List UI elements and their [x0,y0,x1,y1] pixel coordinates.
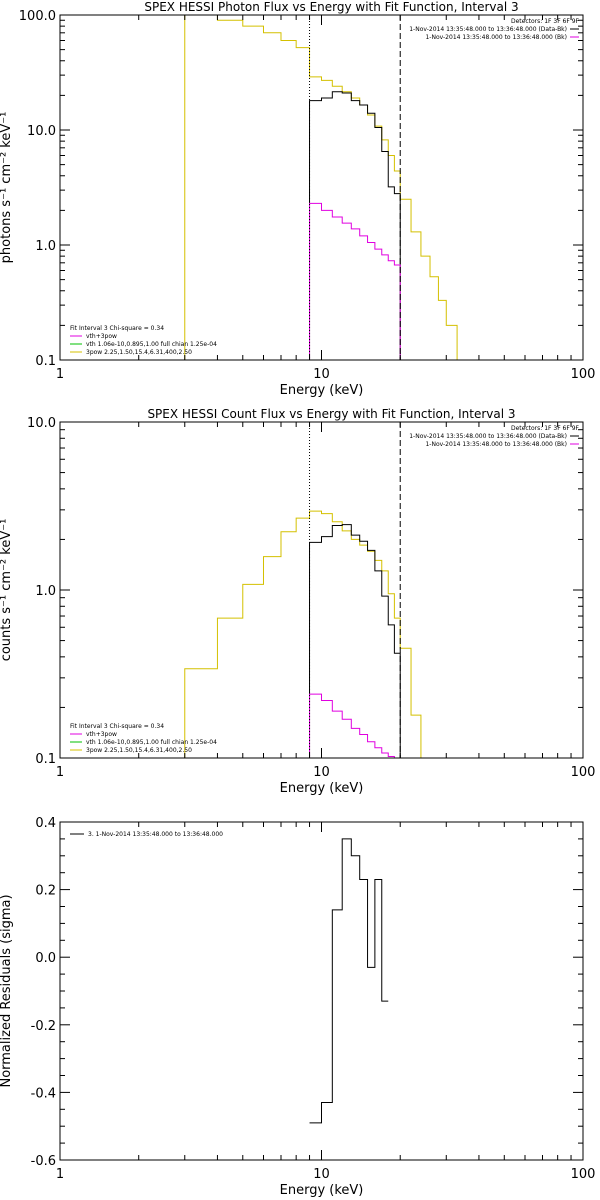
series-line-3 [309,693,401,758]
series-line-1 [309,838,389,1124]
plot-frame [59,14,584,361]
y-tick-label: 0.1 [35,354,56,369]
y-tick-label: 0.0 [35,951,56,966]
legend-entry: 1-Nov-2014 13:35:48.000 to 13:36:48.000 … [409,433,567,440]
x-tick-label: 10 [313,1167,330,1182]
series-line-3 [309,202,401,360]
legend-detectors: Detectors: 1F 3F 6F 9F [511,425,580,432]
x-tick-label: 100 [571,367,596,382]
y-tick-label: 10.0 [27,124,56,139]
x-tick-label: 10 [313,765,330,780]
legend-entry: 1-Nov-2014 13:35:48.000 to 13:36:48.000 … [409,26,567,33]
chart-panel-3: 1 10 100 -0.6 -0.4 -0.2 0.0 0.2 0.4 Energy (keV) N… [0,816,595,1198]
y-tick-label: 100.0 [19,9,56,24]
fit-legend-entry: vth 1.06e-10,0.895,1.00 full chian 1.25e… [86,739,217,746]
x-tick-label: 1 [56,1167,64,1182]
fit-legend-entry: vth 1.06e-10,0.895,1.00 full chian 1.25e… [86,341,217,348]
y-tick-label: -0.6 [31,1154,56,1169]
fit-legend-entry: 3pow 2.25,1.50,15.4,6.31,400,2.50 [86,747,192,754]
x-tick-label: 1 [56,765,64,780]
fit-legend-entry: Fit Interval 3 Chi-square = 0.34 [70,723,164,730]
y-axis-label: Normalized Residuals (sigma) [0,894,14,1087]
y-tick-label: 0.1 [35,752,56,767]
x-tick-label: 100 [571,765,596,780]
chart-title: SPEX HESSI Photon Flux vs Energy with Fi… [144,0,518,14]
y-tick-label: 1.0 [35,584,56,599]
y-tick-label: 0.2 [35,884,56,899]
legend-entry: 1-Nov-2014 13:35:48.000 to 13:36:48.000 … [425,34,567,41]
series-line-2 [309,91,401,360]
series-line-1 [184,15,458,360]
x-tick-label: 10 [313,367,330,382]
y-tick-label: 0.4 [35,816,56,831]
fit-legend-entry: vth+3pow [86,333,117,340]
y-tick-label: -0.4 [31,1086,56,1101]
plot-frame [59,421,584,759]
y-axis-label: counts s⁻¹ cm⁻² keV⁻¹ [0,519,14,662]
chart-title: SPEX HESSI Count Flux vs Energy with Fit… [147,407,515,421]
chart-panel-1: 1 10 100 0.1 1.0 10.0 100.0 SPEX HESSI Photon F… [0,0,595,398]
x-axis-label: Energy (keV) [280,781,364,796]
x-tick-label: 100 [571,1167,596,1182]
series-line-1 [184,510,422,758]
y-tick-label: 10.0 [27,416,56,431]
x-axis-label: Energy (keV) [280,1183,364,1198]
y-tick-label: -0.2 [31,1019,56,1034]
x-tick-label: 1 [56,367,64,382]
fit-legend-entry: 3pow 2.25,1.50,15.4,6.31,400,2.50 [86,349,192,356]
x-axis-label: Energy (keV) [280,383,364,398]
legend-entry: 3. 1-Nov-2014 13:35:48.000 to 13:36:48.0… [88,831,223,838]
chart-panel-2: 1 10 100 0.1 1.0 10.0 SPEX HESSI Count Flux vs… [0,407,595,796]
legend-entry: 1-Nov-2014 13:35:48.000 to 13:36:48.000 … [425,441,567,448]
y-tick-label: 1.0 [35,239,56,254]
fit-legend-entry: Fit Interval 3 Chi-square = 0.34 [70,325,164,332]
y-axis-label: photons s⁻¹ cm⁻² keV⁻¹ [0,112,14,264]
series-line-2 [309,524,401,758]
fit-legend-entry: vth+3pow [86,731,117,738]
legend-detectors: Detectors: 1F 3F 6F 9F [511,18,580,25]
